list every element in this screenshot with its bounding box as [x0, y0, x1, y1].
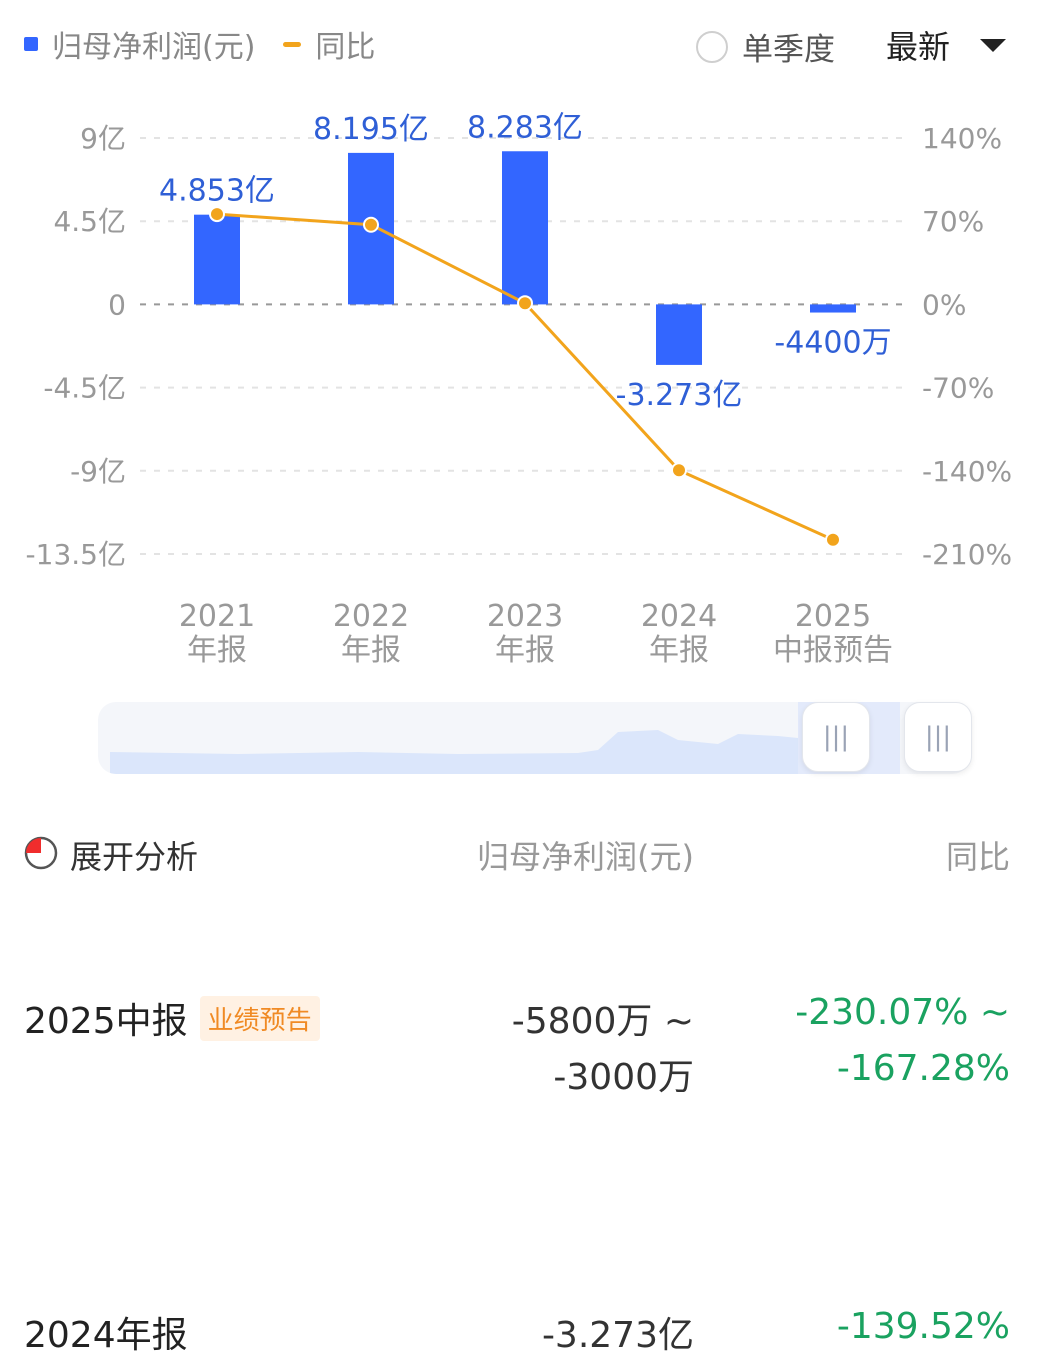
single-quarter-toggle[interactable]: 单季度 — [696, 24, 835, 69]
bar-value-label: -4400万 — [774, 326, 891, 361]
right-axis-tick-label: 140% — [922, 122, 1002, 155]
radio-icon[interactable] — [696, 30, 728, 63]
legend-profit-label: 归母净利润(元) — [52, 30, 256, 65]
bar-value-label: 4.853亿 — [159, 174, 275, 209]
yoy-point — [517, 295, 533, 312]
right-axis-tick-label: 0% — [922, 288, 966, 321]
row-period: 2025中报 业绩预告 — [24, 992, 320, 1044]
bar — [194, 214, 240, 305]
legend-item-profit[interactable]: 归母净利润(元) — [24, 22, 255, 66]
scroller-left-handle[interactable]: ||| — [802, 702, 870, 772]
left-axis-tick-label: -9亿 — [70, 455, 126, 488]
x-axis-tick-label: 2024 — [641, 599, 717, 634]
left-axis-tick-label: -13.5亿 — [26, 538, 126, 571]
line-legend-swatch — [283, 41, 302, 47]
table-row: 2025中报 业绩预告 -5800万 ~ -3000万 -230.07% ~ -1… — [0, 926, 1056, 1098]
x-axis-tick-label: 年报 — [649, 633, 709, 668]
right-axis-tick-label: -70% — [922, 372, 994, 405]
pie-chart-icon — [24, 836, 58, 870]
chart-legend: 归母净利润(元) 同比 — [24, 22, 403, 66]
x-axis-tick-label: 2022 — [333, 599, 409, 634]
table-header: 展开分析 归母净利润(元) 同比 — [0, 820, 1056, 884]
bar-value-label: -3.273亿 — [616, 378, 743, 413]
profit-table: 展开分析 归母净利润(元) 同比 2025中报 业绩预告 -5800万 ~ -30… — [0, 820, 1056, 1356]
bar — [656, 304, 702, 365]
single-quarter-label: 单季度 — [742, 32, 835, 68]
x-axis-tick-label: 年报 — [341, 633, 401, 668]
profit-value: -3.273亿 — [541, 1315, 694, 1356]
x-axis-tick-label: 年报 — [187, 633, 247, 668]
yoy-value-low: -230.07% ~ — [795, 992, 1010, 1033]
period-label: 2025中报 — [24, 1001, 188, 1042]
yoy-point — [671, 462, 687, 479]
profit-value-low: -5800万 ~ — [511, 1001, 694, 1042]
legend-item-yoy[interactable]: 同比 — [283, 22, 375, 66]
column-header-yoy: 同比 — [945, 838, 1010, 876]
latest-label: 最新 — [886, 28, 951, 66]
left-axis-tick-label: 4.5亿 — [53, 205, 126, 238]
x-axis-tick-label: 2021 — [179, 599, 255, 634]
period-label: 2024年报 — [24, 1315, 188, 1356]
grip-lines-icon: ||| — [822, 722, 850, 752]
x-axis-tick-label: 中报预告 — [773, 633, 893, 668]
right-axis-tick-label: -210% — [922, 538, 1012, 571]
expand-analysis-link[interactable]: 展开分析 — [70, 838, 199, 876]
x-axis-tick-label: 2023 — [487, 599, 563, 634]
bar-value-label: 8.195亿 — [313, 112, 429, 147]
grip-lines-icon: ||| — [924, 722, 952, 752]
caret-down-icon — [980, 38, 1007, 52]
bar-legend-swatch — [24, 37, 38, 51]
bar — [810, 304, 856, 313]
bar — [502, 151, 548, 305]
bar-value-label: 8.283亿 — [467, 110, 583, 145]
profit-chart: 9亿 140% 4.5亿 70% 0 0% -4.5亿 -70% -9亿 -140% -13.5亿 -… — [26, 110, 1013, 668]
scroller-right-handle[interactable]: ||| — [904, 702, 972, 772]
profit-value-high: -3000万 — [553, 1057, 694, 1098]
left-axis-tick-label: -4.5亿 — [43, 372, 126, 405]
x-axis-tick-label: 年报 — [495, 633, 555, 668]
yoy-value-high: -167.28% — [836, 1048, 1010, 1089]
yoy-point — [825, 531, 841, 548]
legend-yoy-label: 同比 — [315, 30, 376, 65]
yoy-point — [209, 206, 225, 223]
left-axis-tick-label: 9亿 — [80, 122, 126, 155]
column-header-profit: 归母净利润(元) — [477, 838, 694, 876]
left-axis-tick-label: 0 — [108, 288, 126, 321]
yoy-value: -139.52% — [836, 1306, 1010, 1347]
x-axis-tick-label: 2025 — [795, 599, 871, 634]
latest-dropdown[interactable]: 最新 — [886, 22, 1007, 68]
right-axis-tick-label: 70% — [922, 205, 984, 238]
forecast-badge: 业绩预告 — [199, 996, 320, 1041]
right-axis-tick-label: -140% — [922, 455, 1012, 488]
yoy-point — [363, 216, 379, 233]
